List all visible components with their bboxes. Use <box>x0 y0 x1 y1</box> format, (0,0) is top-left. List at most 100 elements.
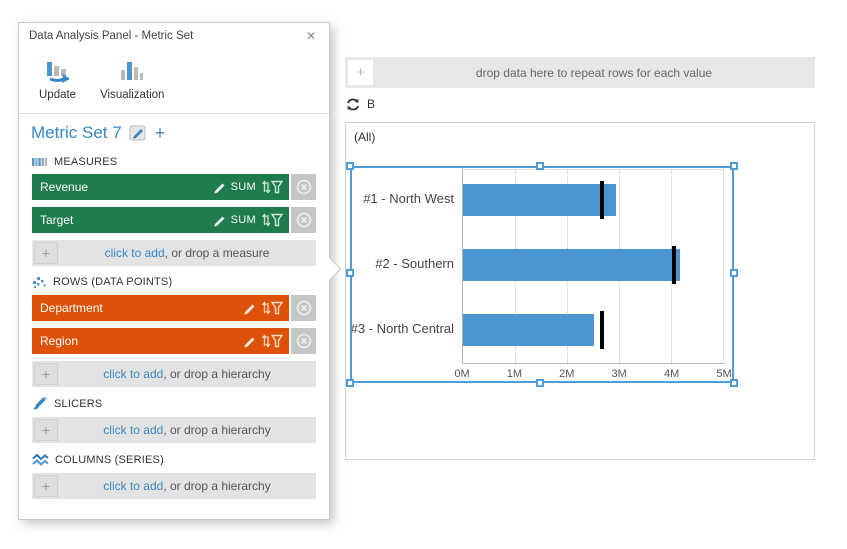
rows-header-label: ROWS (DATA POINTS) <box>53 276 173 288</box>
selection-handle[interactable] <box>730 162 738 170</box>
selection-handle[interactable] <box>730 379 738 387</box>
visualization-button[interactable]: Visualization <box>100 58 164 101</box>
selection-handle[interactable] <box>536 162 544 170</box>
repeat-band[interactable]: B <box>345 92 375 116</box>
measures-section: MEASURES Revenue SUM <box>19 156 329 266</box>
plus-icon[interactable]: + <box>34 363 58 385</box>
columns-header-label: COLUMNS (SERIES) <box>55 453 164 466</box>
axis-tick-label: 4M <box>663 368 680 380</box>
remove-icon[interactable] <box>291 328 316 354</box>
visualization-icon <box>121 62 144 80</box>
visualization-label: Visualization <box>100 89 165 101</box>
slicers-icon <box>33 397 47 410</box>
add-rows-hierarchy-row[interactable]: + click to add, or drop a hierarchy <box>32 361 316 387</box>
sort-filter-icon[interactable] <box>261 333 283 349</box>
pencil-icon[interactable] <box>212 213 226 227</box>
category-label: #2 - Southern <box>375 256 454 271</box>
selection-handle[interactable] <box>730 268 738 277</box>
measure-label: Revenue <box>40 180 89 194</box>
hierarchy-label: Region <box>40 334 79 348</box>
metric-set-title: Metric Set 7 <box>31 123 122 142</box>
group-label: (All) <box>354 130 376 144</box>
sort-filter-icon[interactable] <box>261 300 283 316</box>
slicers-header-label: SLICERS <box>54 397 103 410</box>
slicers-section: SLICERS + click to add, or drop a hierar… <box>19 396 329 443</box>
pencil-icon[interactable] <box>242 334 256 348</box>
update-button[interactable]: Update <box>39 58 76 101</box>
repeat-drop-zone[interactable]: + drop data here to repeat rows for each… <box>345 57 815 88</box>
hierarchy-label: Department <box>40 301 103 315</box>
measure-label: Target <box>40 213 74 227</box>
selection-handle[interactable] <box>536 379 544 387</box>
rows-section: ROWS (DATA POINTS) Department <box>19 275 329 387</box>
measures-header-label: MEASURES <box>54 156 118 168</box>
pencil-icon[interactable] <box>212 180 226 194</box>
selection-rectangle[interactable] <box>346 162 738 387</box>
rows-header: ROWS (DATA POINTS) <box>32 275 316 289</box>
columns-header: COLUMNS (SERIES) <box>32 452 316 467</box>
panel-header: Data Analysis Panel - Metric Set ✕ <box>19 23 329 50</box>
axis-tick-label: 0M <box>454 368 470 380</box>
selection-handle[interactable] <box>346 379 354 387</box>
category-label: #1 - North West <box>363 191 454 206</box>
remove-icon[interactable] <box>291 174 316 200</box>
remove-icon[interactable] <box>291 207 316 233</box>
close-icon[interactable]: ✕ <box>305 29 316 43</box>
drop-zone-text: drop data here to repeat rows for each v… <box>475 65 713 80</box>
axis-tick-label: 3M <box>611 368 627 380</box>
measure-row-target[interactable]: Target SUM <box>32 207 316 233</box>
target-marker[interactable] <box>599 181 604 219</box>
measures-header: MEASURES <box>32 156 316 168</box>
add-series-row[interactable]: + click to add, or drop a hierarchy <box>32 473 316 499</box>
data-analysis-panel: Data Analysis Panel - Metric Set ✕ Updat… <box>18 22 330 520</box>
click-to-add-link[interactable]: click to add <box>103 479 164 493</box>
bar-chart-plot[interactable] <box>462 169 724 364</box>
aggregator-label: SUM <box>230 181 256 193</box>
axis-tick-label: 2M <box>559 368 575 380</box>
panel-toolbar: Update Visualization <box>19 50 329 107</box>
sort-filter-icon[interactable] <box>261 212 283 228</box>
add-measure-row[interactable]: + click to add, or drop a measure <box>32 240 316 266</box>
add-slicer-row[interactable]: + click to add, or drop a hierarchy <box>32 417 316 443</box>
revenue-bar[interactable] <box>463 184 617 216</box>
plus-icon[interactable]: + <box>34 475 58 497</box>
click-to-add-link[interactable]: click to add <box>104 246 165 260</box>
selection-handle[interactable] <box>346 162 354 170</box>
category-label: #3 - North Central <box>350 321 454 336</box>
target-marker[interactable] <box>600 311 605 349</box>
hierarchy-row-department[interactable]: Department <box>32 295 316 321</box>
edit-metric-set-icon[interactable] <box>129 124 148 142</box>
add-suffix: , or drop a hierarchy <box>163 423 271 437</box>
pencil-icon[interactable] <box>242 301 256 315</box>
update-label: Update <box>39 89 77 101</box>
revenue-bar[interactable] <box>463 314 595 346</box>
metric-set-view: (All) #1 - North West #2 - Southern #3 - N… <box>345 122 815 460</box>
hierarchy-row-region[interactable]: Region <box>32 328 316 354</box>
repeat-band-label: B <box>367 97 376 111</box>
plus-icon[interactable]: + <box>348 60 373 85</box>
sort-filter-icon[interactable] <box>261 179 283 195</box>
revenue-bar[interactable] <box>463 249 681 281</box>
add-suffix: , or drop a hierarchy <box>163 479 271 493</box>
selection-handle[interactable] <box>346 268 354 277</box>
add-suffix: , or drop a measure <box>164 246 270 260</box>
plus-icon[interactable]: + <box>34 242 58 264</box>
axis-tick-label: 1M <box>506 368 523 380</box>
add-suffix: , or drop a hierarchy <box>163 367 271 381</box>
remove-icon[interactable] <box>291 295 316 321</box>
rows-icon <box>33 277 46 288</box>
target-marker[interactable] <box>671 246 676 284</box>
repeat-icon <box>347 98 359 110</box>
value-axis: 0M 1M 2M 3M 4M 5M <box>454 368 731 383</box>
add-metric-set-icon[interactable]: + <box>154 123 166 143</box>
click-to-add-link[interactable]: click to add <box>103 423 164 437</box>
columns-section: COLUMNS (SERIES) + click to add, or drop… <box>19 452 329 499</box>
columns-icon <box>32 453 49 466</box>
panel-title: Data Analysis Panel - Metric Set <box>29 30 194 42</box>
metric-set-row: Metric Set 7 + <box>19 114 329 147</box>
aggregator-label: SUM <box>230 214 256 226</box>
click-to-add-link[interactable]: click to add <box>103 367 164 381</box>
plus-icon[interactable]: + <box>34 419 58 441</box>
measure-row-revenue[interactable]: Revenue SUM <box>32 174 316 200</box>
measures-icon <box>32 158 48 166</box>
